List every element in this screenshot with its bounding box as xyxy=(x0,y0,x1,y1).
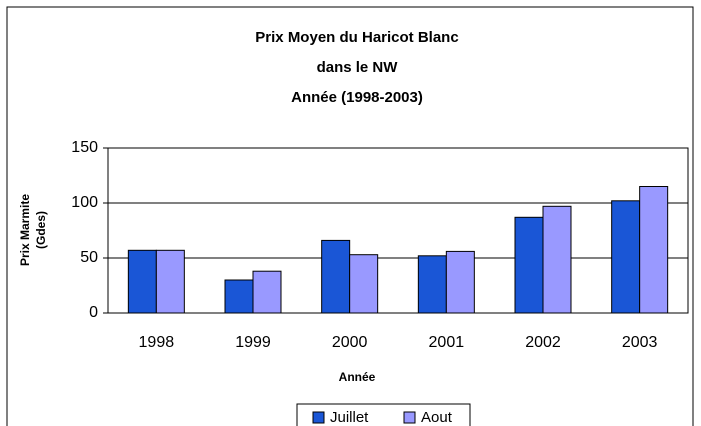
x-tick-label: 1999 xyxy=(235,334,271,351)
plot-area xyxy=(107,147,689,314)
legend-box xyxy=(296,403,471,426)
legend-swatch xyxy=(312,411,325,424)
bar xyxy=(639,186,669,314)
legend-swatch xyxy=(403,411,416,424)
x-tick-label: 1998 xyxy=(139,334,175,351)
x-tick-label: 2000 xyxy=(332,334,368,351)
bar xyxy=(252,270,282,314)
bar xyxy=(542,205,572,314)
bar xyxy=(611,200,641,314)
x-axis-title: Année xyxy=(339,370,376,384)
chart-title: Prix Moyen du Haricot Blanc xyxy=(255,29,458,46)
bar xyxy=(349,254,379,314)
x-tick-label: 2001 xyxy=(429,334,465,351)
y-axis-title: (Gdes) xyxy=(34,211,48,249)
x-tick-label: 2003 xyxy=(622,334,658,351)
y-tick-label: 0 xyxy=(89,304,98,321)
y-axis-title: Prix Marmite xyxy=(18,194,32,266)
bar xyxy=(514,216,544,314)
y-tick-label: 50 xyxy=(80,249,98,266)
chart-title: Année (1998-2003) xyxy=(291,89,423,106)
bar xyxy=(321,239,351,314)
y-tick-label: 100 xyxy=(71,194,98,211)
legend-label: Aout xyxy=(421,409,453,426)
chart-title: dans le NW xyxy=(317,59,399,76)
x-tick-label: 2002 xyxy=(525,334,561,351)
bar xyxy=(155,249,185,314)
y-tick-label: 150 xyxy=(71,139,98,156)
bar xyxy=(224,279,254,314)
bar xyxy=(127,249,157,314)
legend-label: Juillet xyxy=(330,409,369,426)
bar xyxy=(445,250,475,314)
bar xyxy=(417,255,447,314)
